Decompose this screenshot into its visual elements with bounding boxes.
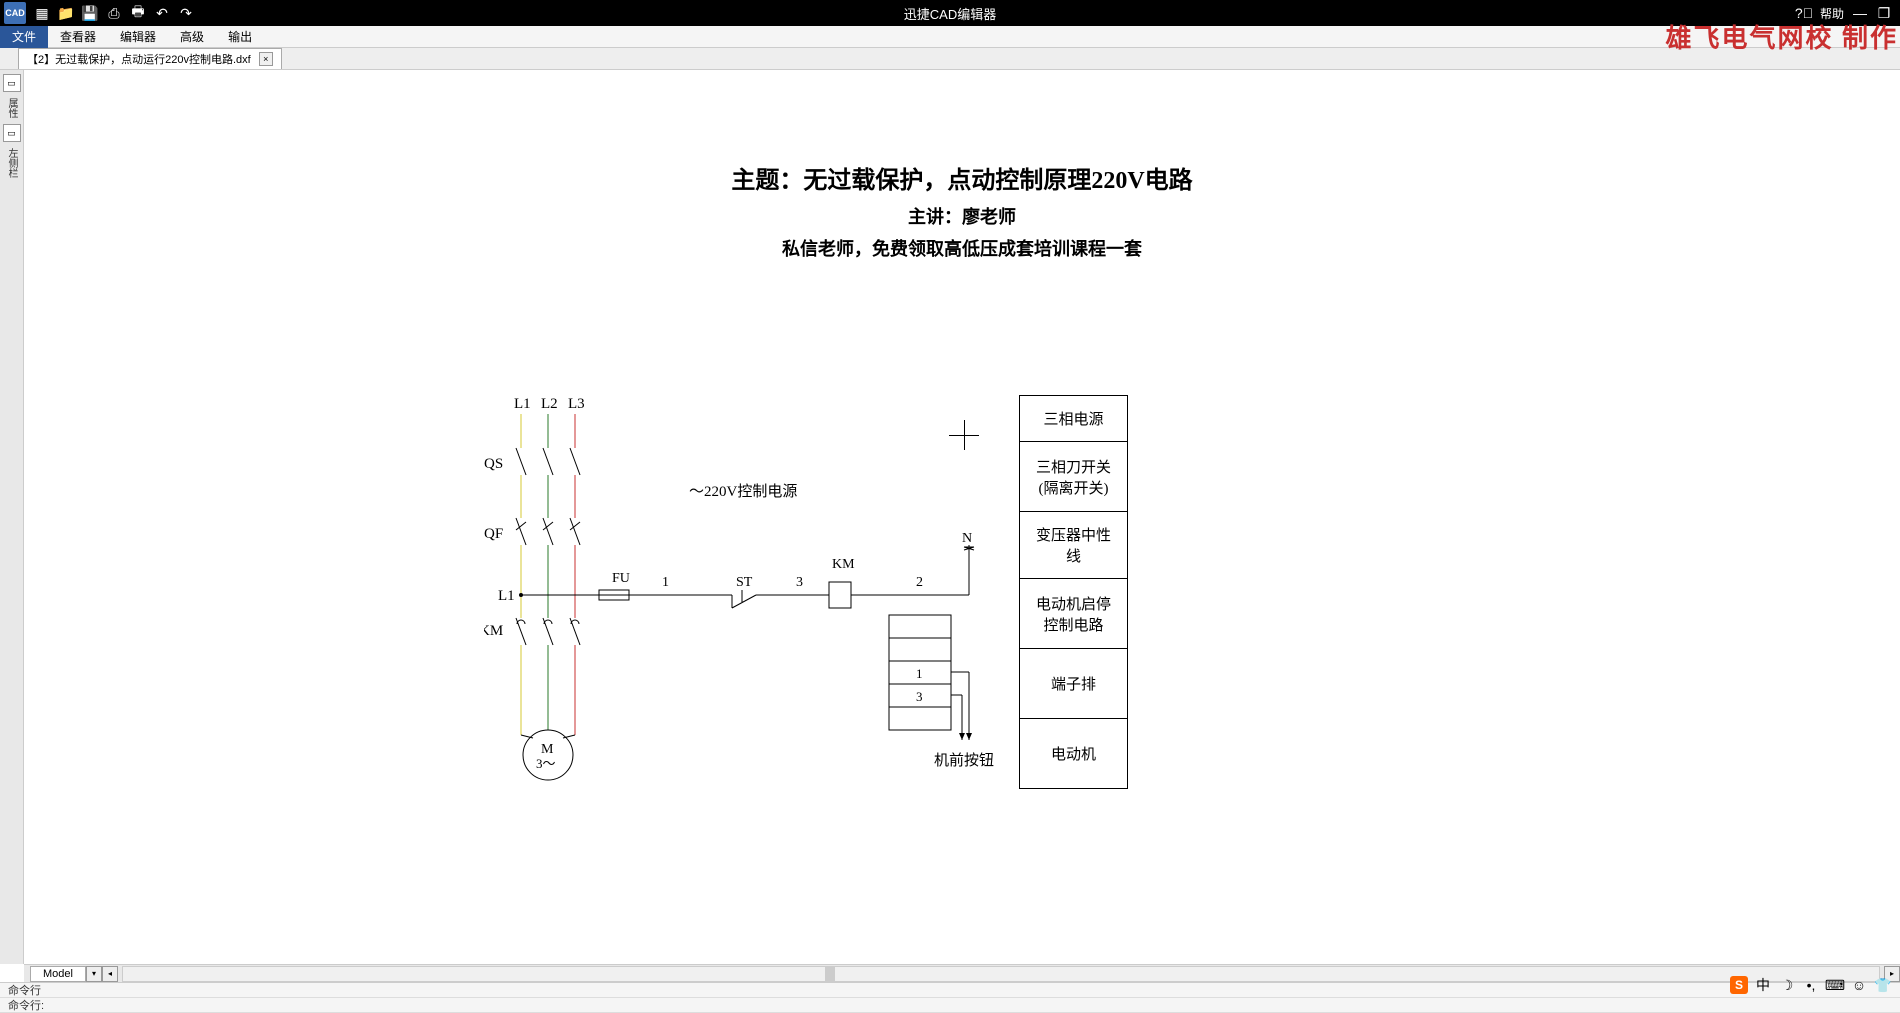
menu-output[interactable]: 输出 (216, 25, 264, 48)
file-tab[interactable]: 【2】无过载保护，点动运行220v控制电路.dxf × (18, 48, 282, 69)
toolbar-left: CAD ▦ 📁 💾 ⎙ 🖶 ↶ ↷ (0, 2, 194, 24)
menu-bar: 文件 查看器 编辑器 高级 输出 (0, 26, 1900, 48)
scroll-thumb[interactable] (825, 967, 835, 981)
tab-close-icon[interactable]: × (259, 52, 273, 66)
undo-icon[interactable]: ↶ (154, 5, 170, 21)
side-label-1[interactable]: 属性 (4, 98, 19, 118)
ime-status-bar: S 中 ☽ •, ⌨ ☺ 👕 (1730, 976, 1892, 994)
cmd-line-2[interactable]: 命令行: (0, 998, 1900, 1013)
svg-text:L1: L1 (514, 396, 531, 412)
window-title: 迅捷CAD编辑器 (904, 4, 996, 23)
ime-punct-icon[interactable]: •, (1802, 976, 1820, 994)
doc-lecturer: 主讲：廖老师 (731, 203, 1192, 229)
menu-viewer[interactable]: 查看器 (48, 25, 108, 48)
side-panel: ▭ 属性 ▭ 左侧栏 (0, 70, 24, 964)
legend-row: 电动机 (1020, 719, 1128, 789)
scroll-dropdown-icon[interactable]: ▾ (86, 966, 102, 982)
open-folder-icon[interactable]: 📁 (58, 5, 74, 21)
watermark: 雄飞电气网校 制作 (1665, 18, 1898, 55)
document-header: 主题：无过载保护，点动控制原理220V电路 主讲：廖老师 私信老师，免费领取高低… (731, 160, 1192, 261)
svg-text:1: 1 (662, 575, 669, 590)
ime-moon-icon[interactable]: ☽ (1778, 976, 1796, 994)
legend-table: 三相电源 三相刀开关(隔离开关) 变压器中性线 电动机启停控制电路 端子排 电动… (1019, 395, 1128, 789)
svg-text:QS: QS (484, 456, 503, 472)
sogou-icon[interactable]: S (1730, 976, 1748, 994)
svg-text:3～: 3～ (536, 756, 556, 771)
svg-text:ST: ST (736, 575, 753, 590)
legend-row: 电动机启停控制电路 (1020, 579, 1128, 649)
side-icon-1[interactable]: ▭ (3, 74, 21, 92)
legend-row: 变压器中性线 (1020, 512, 1128, 579)
legend-row: 三相电源 (1020, 396, 1128, 442)
svg-text:L2: L2 (541, 396, 558, 412)
ime-shirt-icon[interactable]: 👕 (1874, 976, 1892, 994)
title-bar: CAD ▦ 📁 💾 ⎙ 🖶 ↶ ↷ 迅捷CAD编辑器 ?⃝ 帮助 — ❐ (0, 0, 1900, 26)
svg-text:FU: FU (612, 571, 630, 586)
command-area: 命令行 命令行: (0, 982, 1900, 1012)
save-all-icon[interactable]: ⎙ (106, 5, 122, 21)
svg-text:N: N (962, 531, 972, 546)
menu-advanced[interactable]: 高级 (168, 25, 216, 48)
svg-text:机前按钮: 机前按钮 (934, 752, 994, 769)
print-icon[interactable]: 🖶 (130, 5, 146, 21)
legend-row: 端子排 (1020, 649, 1128, 719)
svg-text:3: 3 (796, 575, 803, 590)
ime-lang-icon[interactable]: 中 (1754, 976, 1772, 994)
svg-text:1: 1 (916, 666, 923, 681)
save-icon[interactable]: 💾 (82, 5, 98, 21)
doc-title: 主题：无过载保护，点动控制原理220V电路 (731, 160, 1192, 195)
h-scrollbar[interactable] (122, 966, 1880, 982)
svg-text:2: 2 (916, 575, 923, 590)
canvas-area[interactable]: 主题：无过载保护，点动控制原理220V电路 主讲：廖老师 私信老师，免费领取高低… (24, 70, 1900, 964)
file-tab-bar: 【2】无过载保护，点动运行220v控制电路.dxf × (0, 48, 1900, 70)
side-label-2[interactable]: 左侧栏 (4, 148, 19, 178)
ime-keyboard-icon[interactable]: ⌨ (1826, 976, 1844, 994)
circuit-diagram: L1 L2 L3 QS QF (484, 390, 1004, 830)
app-logo: CAD (4, 2, 26, 24)
svg-text:KM: KM (832, 557, 855, 572)
menu-editor[interactable]: 编辑器 (108, 25, 168, 48)
main-area: ▭ 属性 ▭ 左侧栏 主题：无过载保护，点动控制原理220V电路 主讲：廖老师 … (0, 70, 1900, 964)
legend-row: 三相刀开关(隔离开关) (1020, 442, 1128, 512)
redo-icon[interactable]: ↷ (178, 5, 194, 21)
svg-text:QF: QF (484, 526, 503, 542)
svg-text:L1: L1 (498, 588, 515, 604)
doc-note: 私信老师，免费领取高低压成套培训课程一套 (731, 235, 1192, 261)
model-tab[interactable]: Model (30, 966, 86, 982)
new-file-icon[interactable]: ▦ (34, 5, 50, 21)
svg-text:M: M (541, 742, 554, 757)
svg-text:3: 3 (916, 689, 923, 704)
scroll-left-icon[interactable]: ◂ (102, 966, 118, 982)
svg-text:L3: L3 (568, 396, 585, 412)
ime-face-icon[interactable]: ☺ (1850, 976, 1868, 994)
side-icon-2[interactable]: ▭ (3, 124, 21, 142)
svg-text:KM: KM (484, 623, 503, 639)
menu-file[interactable]: 文件 (0, 25, 48, 48)
svg-text:～220V控制电源: ～220V控制电源 (689, 483, 797, 500)
model-tab-bar: Model ▾ ◂ ▸ (24, 964, 1900, 982)
file-tab-label: 【2】无过载保护，点动运行220v控制电路.dxf (27, 51, 251, 67)
cmd-line-1: 命令行 (0, 983, 1900, 998)
